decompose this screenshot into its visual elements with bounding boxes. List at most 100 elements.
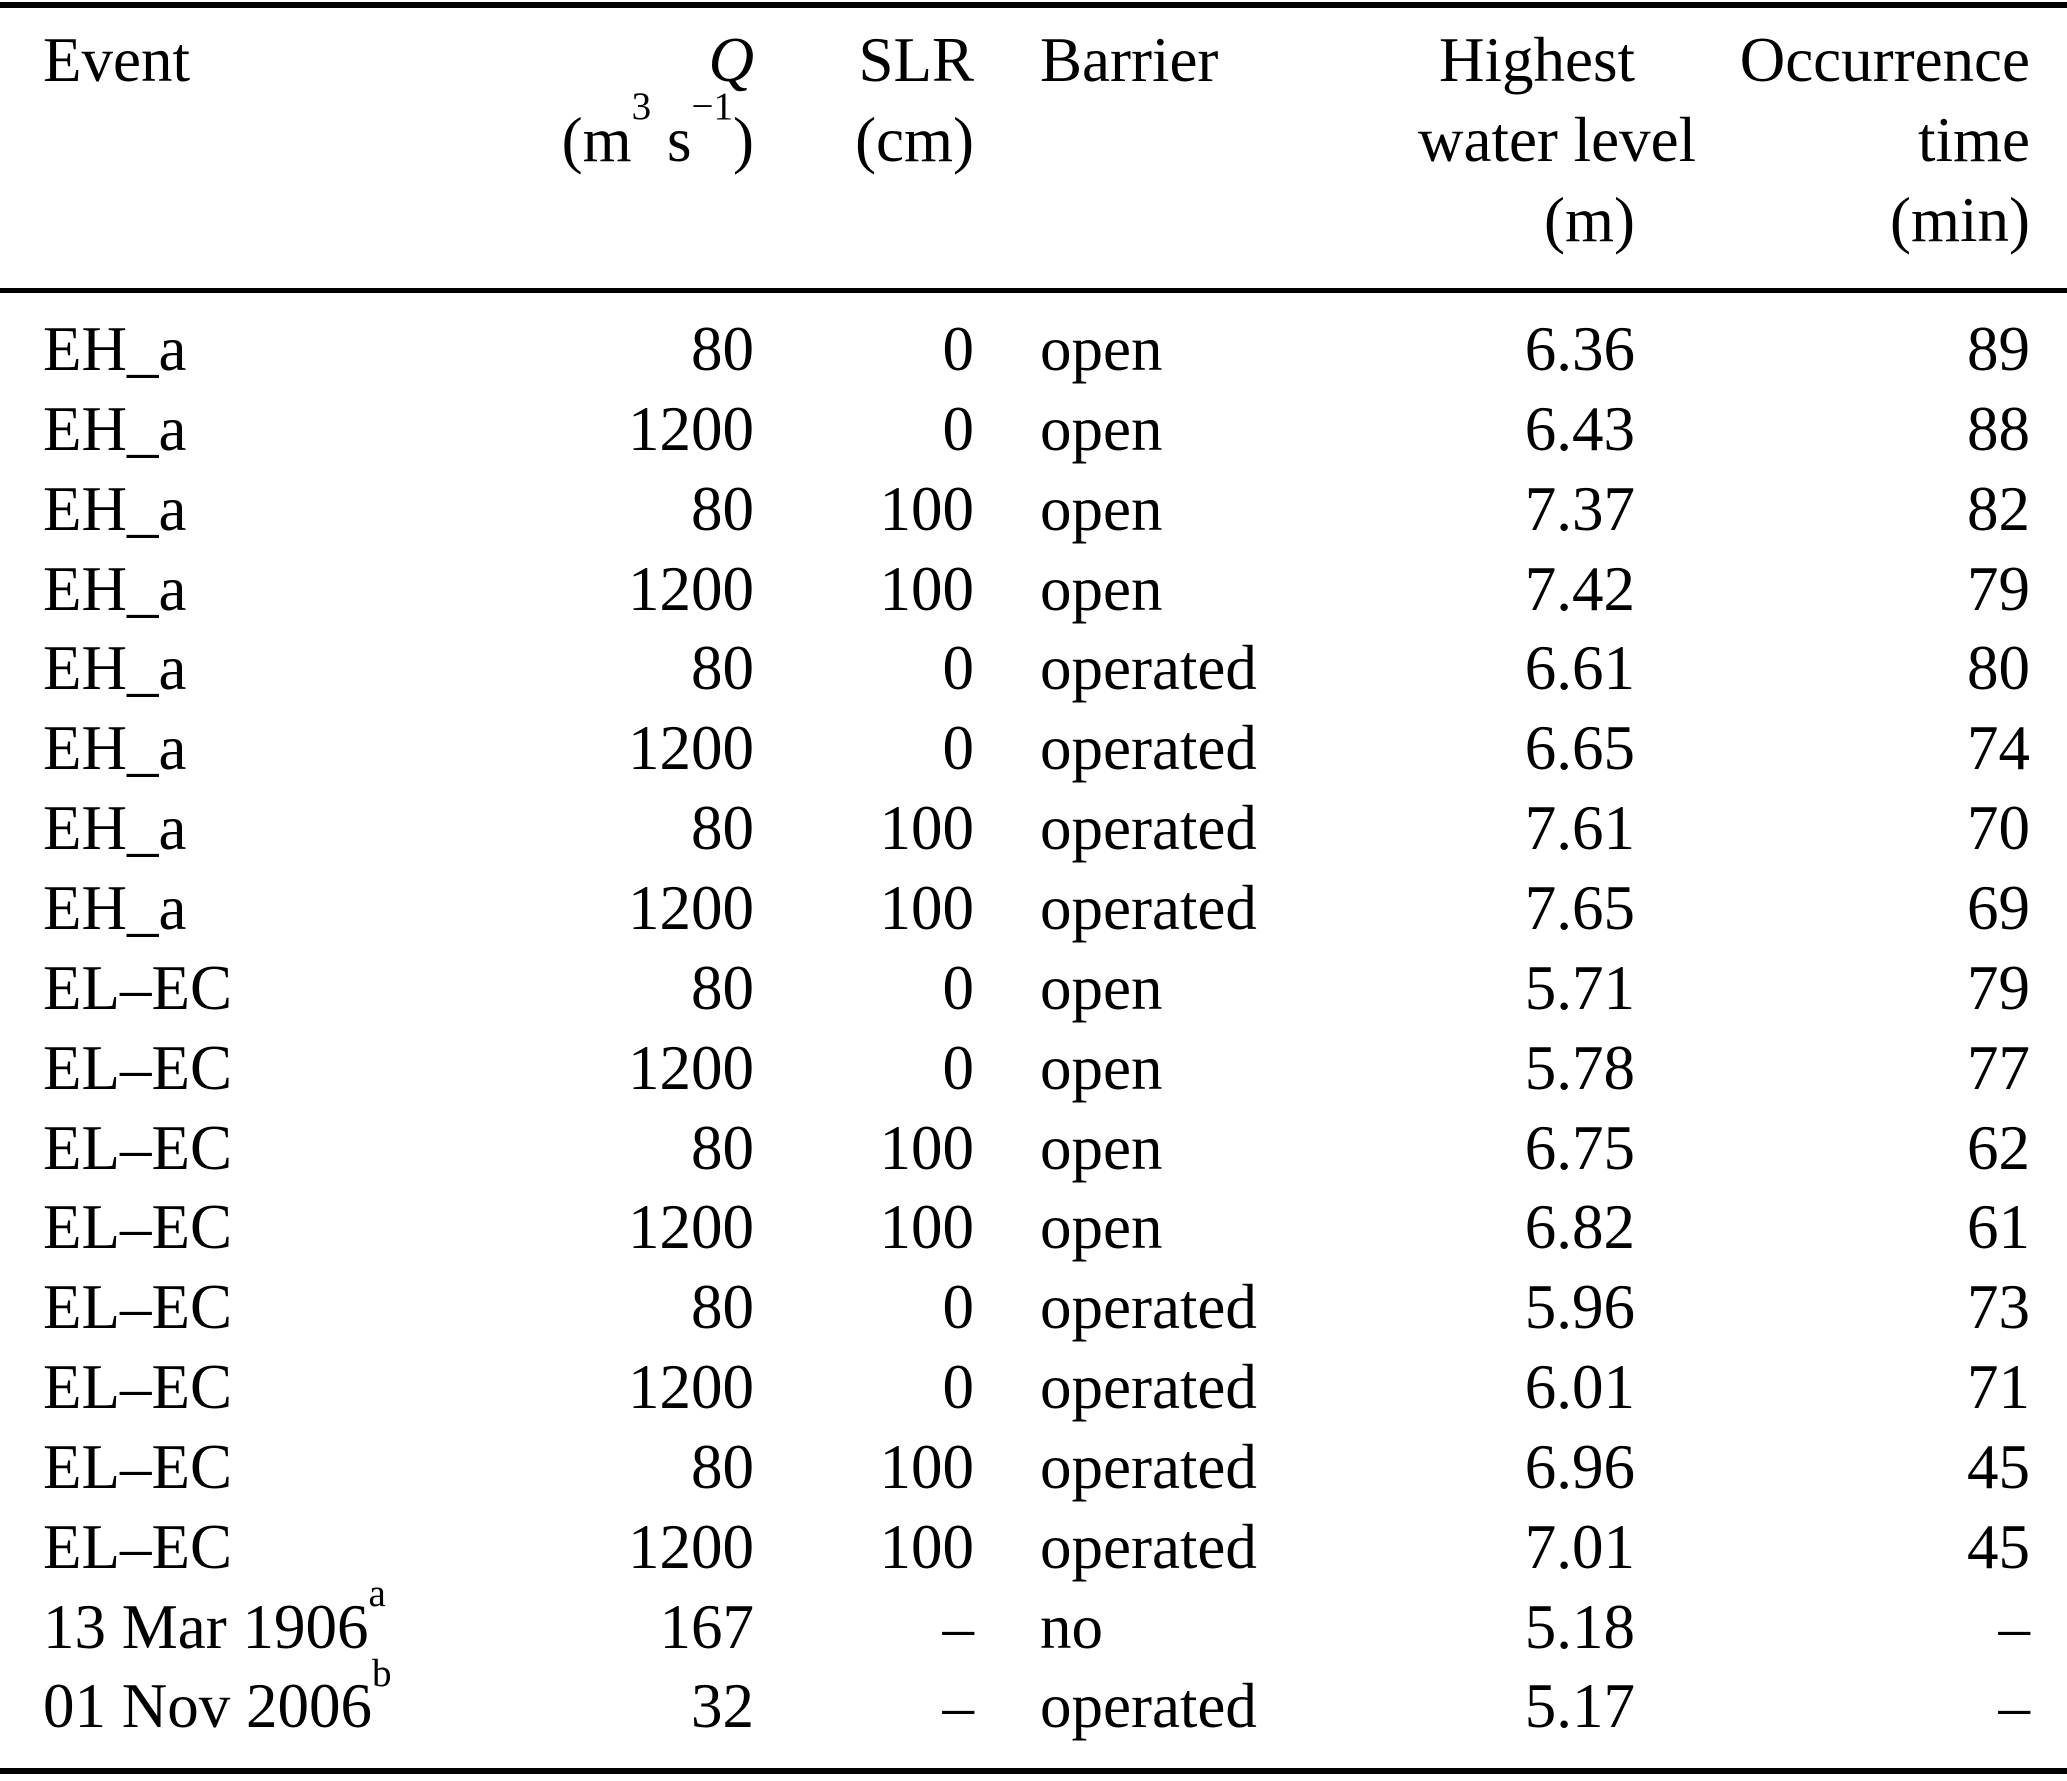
- table-row: EL–EC 80 100 operated 6.96 45: [0, 1427, 2067, 1507]
- cell-slr: 100: [879, 872, 975, 943]
- cell-event: EH_a: [43, 393, 187, 464]
- cell-occurrence-time: 77: [1967, 1032, 2030, 1103]
- table-header-row: Event Q (m3 s−1) SLR (cm) Barrier Highes…: [0, 20, 2067, 260]
- cell-water-level: 6.82: [1524, 1192, 1635, 1263]
- cell-event: 13 Mar 1906a: [43, 1572, 386, 1662]
- cell-occurrence-time: 74: [1967, 713, 2030, 784]
- cell-barrier: open: [1040, 314, 1163, 384]
- cell-occurrence-time: 73: [1967, 1272, 2030, 1343]
- cell-slr: 0: [942, 1352, 975, 1423]
- table-row: EH_a 80 100 open 7.37 82: [0, 469, 2067, 549]
- table-row: EL–EC 1200 100 operated 7.01 45: [0, 1507, 2067, 1587]
- cell-slr: 0: [942, 393, 975, 464]
- cell-slr: 0: [942, 952, 975, 1023]
- table-row: EL–EC 1200 0 operated 6.01 71: [0, 1347, 2067, 1427]
- column-header-event: Event: [0, 20, 558, 100]
- cell-event: EH_a: [43, 473, 187, 544]
- table-row: EH_a 80 0 open 6.36 89: [0, 309, 2067, 389]
- cell-event: EH_a: [43, 793, 187, 864]
- cell-slr: 100: [879, 793, 975, 864]
- cell-slr: 100: [879, 1192, 975, 1263]
- cell-event: EL–EC: [43, 1272, 232, 1343]
- cell-water-level: 5.17: [1524, 1671, 1635, 1742]
- cell-occurrence-time: 71: [1967, 1352, 2030, 1423]
- cell-slr: 100: [879, 1112, 975, 1183]
- cell-event: EH_a: [43, 314, 187, 384]
- table-row: EH_a 80 0 operated 6.61 80: [0, 628, 2067, 708]
- cell-water-level: 7.65: [1524, 872, 1635, 943]
- table-row: EH_a 1200 0 operated 6.65 74: [0, 708, 2067, 788]
- cell-q: 1200: [628, 1511, 754, 1582]
- cell-event: EL–EC: [43, 952, 232, 1023]
- cell-q: 1200: [628, 1192, 754, 1263]
- table-row: EH_a 1200 100 open 7.42 79: [0, 549, 2067, 629]
- cell-barrier: operated: [1040, 872, 1257, 943]
- cell-event: EH_a: [43, 713, 187, 784]
- cell-occurrence-time: 88: [1967, 393, 2030, 464]
- cell-water-level: 7.01: [1524, 1511, 1635, 1582]
- cell-water-level: 5.96: [1524, 1272, 1635, 1343]
- cell-q: 80: [691, 314, 754, 384]
- cell-q: 80: [691, 1272, 754, 1343]
- cell-water-level: 6.65: [1524, 713, 1635, 784]
- column-header-slr: SLR (cm): [754, 20, 974, 180]
- cell-occurrence-time: 80: [1967, 633, 2030, 704]
- cell-q: 80: [691, 1431, 754, 1502]
- cell-slr: 0: [942, 713, 975, 784]
- cell-barrier: operated: [1040, 1511, 1257, 1582]
- cell-barrier: open: [1040, 1192, 1163, 1263]
- cell-occurrence-time: 82: [1967, 473, 2030, 544]
- cell-q: 32: [691, 1671, 754, 1742]
- cell-event: EL–EC: [43, 1032, 232, 1103]
- cell-q: 1200: [628, 713, 754, 784]
- cell-slr: 0: [942, 633, 975, 704]
- q-symbol: Q: [708, 25, 755, 95]
- cell-barrier: operated: [1040, 1671, 1257, 1742]
- cell-barrier: no: [1040, 1591, 1103, 1662]
- cell-barrier: operated: [1040, 1272, 1257, 1343]
- cell-water-level: 6.75: [1524, 1112, 1635, 1183]
- q-unit-exponent: 3: [631, 85, 652, 129]
- cell-barrier: operated: [1040, 1431, 1257, 1502]
- cell-water-level: 6.96: [1524, 1431, 1635, 1502]
- header-time-line2: time: [1918, 105, 2030, 175]
- cell-occurrence-time: 89: [1967, 314, 2030, 384]
- header-hwl-line2: water level: [1418, 105, 1697, 175]
- cell-slr: 0: [942, 1272, 975, 1343]
- cell-barrier: operated: [1040, 713, 1257, 784]
- cell-event: EL–EC: [43, 1431, 232, 1502]
- header-time-unit: (min): [1890, 185, 2030, 255]
- cell-event: EL–EC: [43, 1352, 232, 1423]
- cell-water-level: 6.36: [1524, 314, 1635, 384]
- cell-water-level: 5.78: [1524, 1032, 1635, 1103]
- cell-event: EL–EC: [43, 1192, 232, 1263]
- header-slr-unit: (cm): [855, 105, 974, 175]
- table-header-rule: [0, 288, 2067, 293]
- table-row: EL–EC 80 100 open 6.75 62: [0, 1108, 2067, 1188]
- column-header-q: Q (m3 s−1): [558, 20, 754, 180]
- cell-water-level: 5.18: [1524, 1591, 1635, 1662]
- cell-q: 80: [691, 952, 754, 1023]
- header-event-label: Event: [43, 25, 190, 95]
- cell-slr: 100: [879, 1511, 975, 1582]
- cell-occurrence-time: 79: [1967, 553, 2030, 624]
- table-row: EH_a 1200 100 operated 7.65 69: [0, 868, 2067, 948]
- cell-q: 1200: [628, 553, 754, 624]
- table-row: EL–EC 80 0 open 5.71 79: [0, 948, 2067, 1028]
- cell-water-level: 7.42: [1524, 553, 1635, 624]
- cell-q: 1200: [628, 872, 754, 943]
- column-header-barrier: Barrier: [974, 20, 1418, 100]
- header-q-label: Q: [558, 20, 755, 100]
- cell-event: EH_a: [43, 872, 187, 943]
- table-row: EL–EC 1200 100 open 6.82 61: [0, 1187, 2067, 1267]
- header-q-unit: (m3 s−1): [561, 85, 754, 175]
- cell-barrier: open: [1040, 1032, 1163, 1103]
- cell-water-level: 6.61: [1524, 633, 1635, 704]
- cell-barrier: operated: [1040, 793, 1257, 864]
- cell-barrier: open: [1040, 1112, 1163, 1183]
- table-row: 13 Mar 1906a 167– no 5.18–: [0, 1572, 2067, 1667]
- cell-occurrence-time: 69: [1967, 872, 2030, 943]
- header-hwl-line1: Highest: [1439, 25, 1635, 95]
- cell-barrier: operated: [1040, 1352, 1257, 1423]
